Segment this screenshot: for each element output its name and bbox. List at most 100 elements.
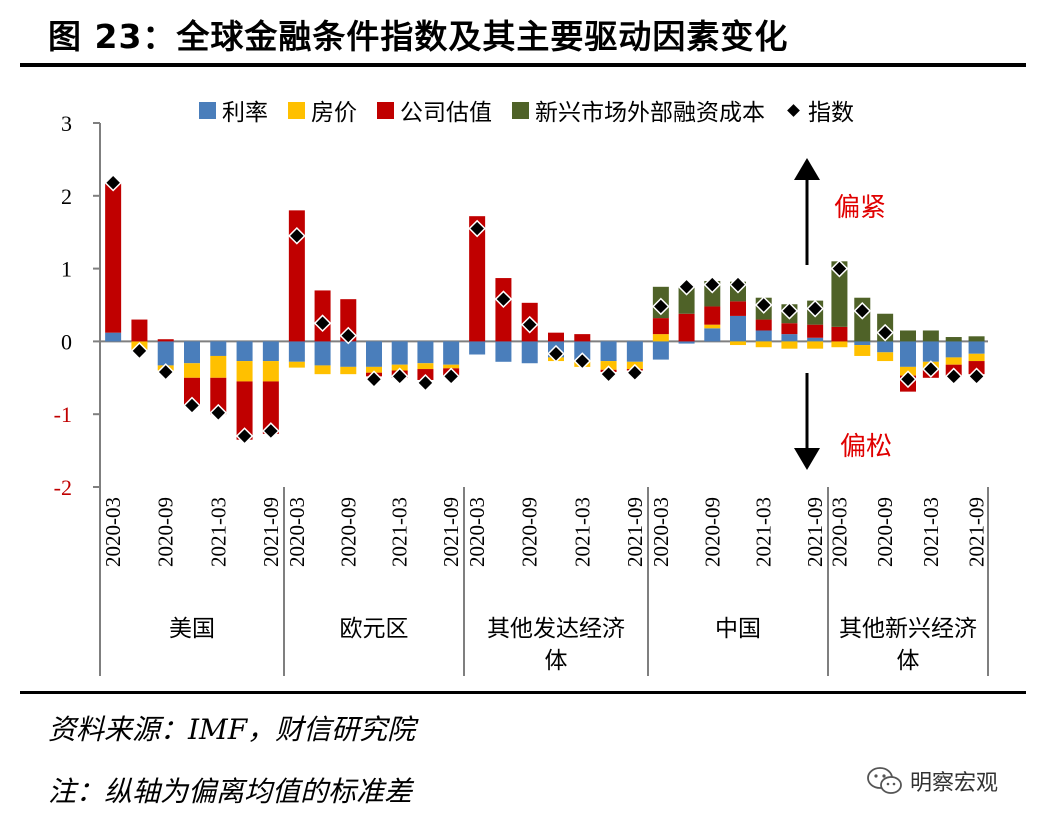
index-point — [703, 275, 722, 294]
bar-segment — [755, 319, 772, 331]
bar-segment — [574, 334, 591, 342]
legend-swatch-house-price — [288, 101, 305, 119]
index-point — [754, 296, 773, 314]
index-point — [520, 315, 539, 334]
legend-swatch-rate — [199, 101, 216, 119]
y-tick-label: 1 — [61, 257, 72, 282]
legend-item-rate: 利率 — [199, 93, 268, 127]
bar-segment — [521, 341, 538, 364]
bar-segment — [157, 341, 174, 366]
bar-segment — [730, 341, 746, 346]
x-tick-label: 2020-03 — [285, 497, 309, 567]
group-label: 美国 — [169, 616, 215, 642]
x-tick-label: 2021-03 — [388, 497, 412, 567]
legend-item-corp-valuation: 公司估值 — [377, 93, 492, 127]
wechat-icon — [867, 767, 902, 794]
bar-segment — [678, 313, 695, 342]
bar-segment — [807, 324, 824, 338]
bar-segment — [184, 363, 200, 378]
index-point — [626, 363, 644, 382]
bar-segment — [626, 341, 643, 362]
bar-segment — [652, 318, 669, 335]
bar-segment — [755, 341, 772, 348]
bar-segment — [105, 183, 122, 333]
x-tick-label: 2021-03 — [919, 497, 943, 567]
watermark-label: 明察宏观 — [910, 771, 999, 796]
y-tick-label: 3 — [61, 111, 72, 136]
bar-segment — [288, 210, 305, 342]
index-point — [677, 277, 696, 296]
bar-segment — [236, 341, 253, 362]
bar-segment — [678, 286, 695, 314]
bar-segment — [314, 341, 331, 366]
index-point — [944, 367, 963, 386]
bar-segment — [600, 341, 617, 362]
bar-segment — [678, 341, 695, 344]
source-note: 资料来源：IMF，财信研究院 — [48, 713, 416, 746]
bar-segment — [900, 341, 916, 367]
axis-note: 注：纵轴为偏离均值的标准差 — [48, 775, 413, 808]
x-tick-label: 2020-03 — [649, 497, 673, 567]
x-tick-label: 2020-09 — [154, 497, 178, 567]
bar-segment — [968, 336, 985, 342]
legend-swatch-em-funding — [512, 101, 529, 119]
bar-segment — [366, 366, 382, 373]
bar-segment — [922, 330, 939, 342]
bar-segment — [652, 341, 669, 360]
tighter-annotation: 偏紧 — [834, 193, 886, 223]
bar-segment — [184, 341, 200, 364]
bar-segment — [443, 341, 460, 365]
bar-segment — [704, 328, 721, 342]
bar-segment — [131, 319, 148, 342]
group-label: 中国 — [715, 616, 761, 642]
group-label: 欧元区 — [340, 616, 409, 642]
index-point — [494, 290, 513, 309]
chart-legend: 利率 房价 公司估值 新兴市场外部融资成本 指数 — [0, 93, 1053, 127]
bar-segment — [548, 332, 564, 342]
group-label-wrap: 体 — [897, 648, 920, 674]
bar-segment — [922, 341, 939, 362]
x-tick-label: 2020-03 — [827, 497, 851, 567]
index-point — [156, 363, 175, 381]
looser-annotation: 偏松 — [840, 432, 892, 462]
legend-item-house-price: 房价 — [288, 93, 357, 127]
y-tick-label: -2 — [54, 475, 72, 500]
index-point — [806, 299, 824, 318]
index-point — [899, 370, 917, 389]
bar-segment — [288, 361, 305, 368]
bar-segment — [262, 381, 279, 434]
index-point — [262, 422, 280, 440]
bar-segment — [105, 332, 122, 342]
bar-segment — [945, 357, 962, 365]
index-point — [130, 342, 149, 360]
x-tick-label: 2021-09 — [803, 497, 827, 567]
bar-segment — [831, 341, 848, 348]
bar-segment — [495, 278, 512, 342]
index-point — [104, 173, 122, 192]
bar-segment — [730, 301, 746, 316]
bar-segment — [781, 323, 798, 335]
bar-segment — [831, 261, 848, 327]
bar-segment — [900, 330, 916, 342]
bar-segment — [184, 377, 200, 406]
legend-label-em-funding: 新兴市场外部融资成本 — [535, 100, 765, 126]
x-tick-label: 2020-09 — [873, 497, 897, 567]
bar-segment — [968, 353, 985, 362]
bar-segment — [807, 337, 824, 342]
index-point — [365, 370, 383, 389]
index-point — [390, 367, 409, 386]
x-tick-label: 2021-03 — [570, 497, 594, 567]
legend-label-index: 指数 — [808, 100, 854, 126]
index-point — [183, 396, 201, 415]
bottom-rule — [20, 691, 1026, 694]
bar-segment — [704, 324, 721, 329]
bar-segment — [854, 345, 871, 356]
x-tick-label: 2021-09 — [965, 497, 989, 567]
index-point — [288, 227, 306, 245]
bar-segment — [755, 330, 772, 342]
bar-segment — [314, 365, 331, 375]
bar-segment — [210, 355, 227, 378]
bar-segment — [652, 334, 669, 342]
bar-segment — [210, 341, 227, 356]
group-label: 其他发达经济 — [487, 616, 625, 642]
